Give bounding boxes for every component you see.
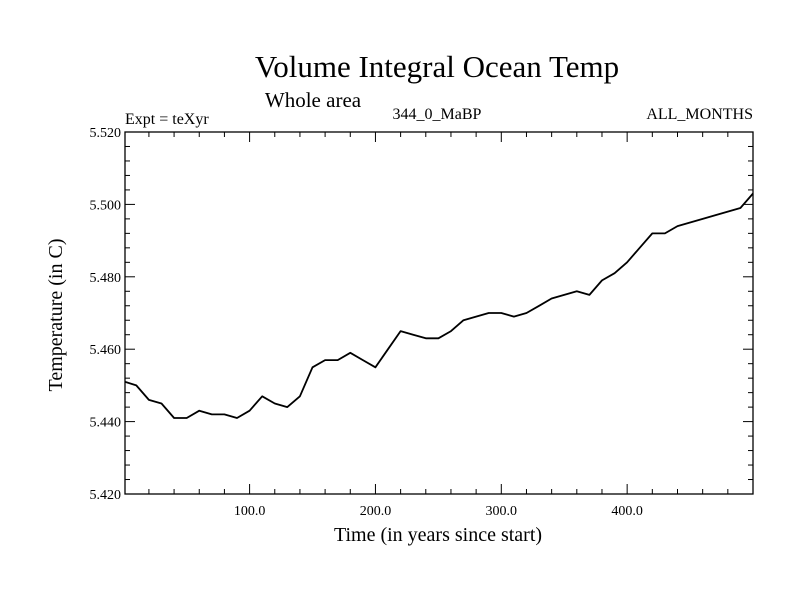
x-tick-label: 200.0: [360, 504, 392, 519]
y-tick-label: 5.420: [90, 488, 122, 503]
plot-area: 100.0 200.0 300.0 400.0 5.420 5.440 5.460 5.480…: [90, 126, 754, 519]
y-tick-label: 5.480: [90, 271, 122, 286]
x-tick-label: 300.0: [486, 504, 518, 519]
y-tick-label: 5.460: [90, 343, 122, 358]
x-tick-label: 100.0: [234, 504, 266, 519]
plot-frame: [124, 131, 754, 495]
x-tick-label: 400.0: [611, 504, 643, 519]
chart-title: Volume Integral Ocean Temp: [255, 49, 619, 84]
temperature-series-line: [124, 192, 754, 419]
y-tick-label: 5.500: [90, 198, 122, 213]
chart-subtitle: Whole area: [265, 88, 362, 112]
period-label: 344_0_MaBP: [393, 106, 482, 123]
y-axis-label: Temperature (in C): [45, 239, 67, 392]
experiment-label: Expt = teXyr: [125, 111, 209, 128]
y-tick-label: 5.440: [90, 416, 122, 431]
x-axis-label: Time (in years since start): [334, 524, 542, 546]
y-tick-label: 5.520: [90, 126, 122, 141]
months-label: ALL_MONTHS: [646, 106, 753, 123]
